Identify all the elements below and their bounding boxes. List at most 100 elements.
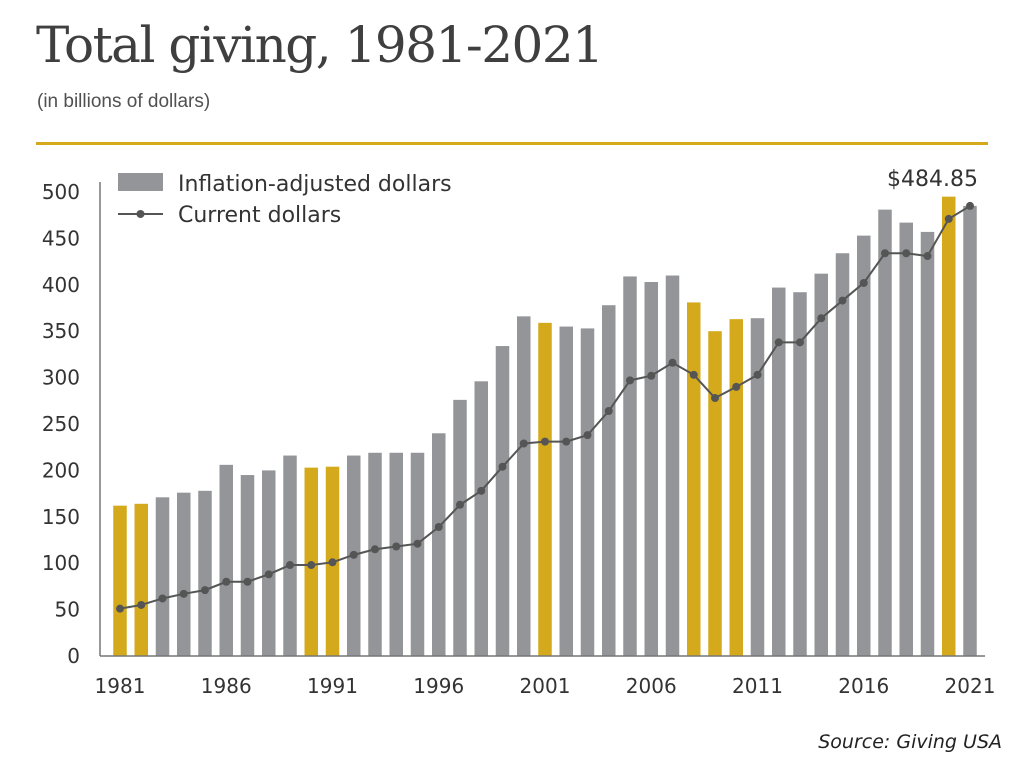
bar (665, 275, 680, 656)
bar (580, 328, 595, 656)
y-axis: 0 50 100 150 200 250 300 350 400 450 500 (42, 180, 80, 668)
line-point (243, 577, 252, 586)
y-tick-label: 0 (67, 644, 80, 668)
line-point (392, 542, 401, 551)
y-tick-label: 300 (42, 366, 80, 390)
line-point (349, 550, 358, 559)
y-tick-label: 200 (42, 458, 80, 482)
line-point (881, 249, 889, 258)
bar (177, 492, 191, 656)
line-point (286, 561, 294, 570)
line-point (179, 589, 188, 598)
source-note: Source: Giving USA (818, 731, 1002, 753)
line-point (519, 439, 528, 448)
legend-swatch-dot (136, 210, 145, 218)
x-tick-label: 1986 (201, 674, 252, 698)
bar (772, 287, 786, 656)
line-point (371, 545, 379, 554)
bar (410, 452, 425, 656)
bar (113, 505, 127, 656)
x-tick-label: 2021 (945, 674, 996, 698)
line-point (626, 376, 634, 385)
line-point (902, 249, 911, 258)
bar (368, 452, 382, 656)
peak-value-label: $484.85 (887, 167, 978, 192)
line-point (753, 370, 762, 379)
legend: Inflation-adjusted dollars Current dolla… (118, 172, 452, 228)
x-tick-label: 1991 (307, 674, 358, 698)
line-point (604, 407, 613, 416)
y-tick-label: 250 (42, 412, 80, 436)
y-tick-label: 500 (42, 180, 80, 204)
line-point (541, 437, 549, 446)
legend-label-inflation: Inflation-adjusted dollars (178, 172, 452, 197)
bar (240, 475, 255, 656)
line-point (222, 577, 231, 586)
chart-subtitle: (in billions of dollars) (37, 91, 211, 112)
bar (857, 235, 871, 656)
line-point (689, 370, 698, 379)
x-tick-label: 1996 (413, 674, 464, 698)
bar (687, 302, 701, 656)
line-point (477, 486, 486, 495)
bar (729, 319, 743, 656)
bar (750, 318, 765, 656)
bar (134, 503, 148, 656)
bar (623, 276, 637, 656)
line-point (838, 296, 847, 305)
line-point (456, 500, 464, 509)
line-point (158, 594, 167, 603)
x-tick-label: 2006 (626, 674, 677, 698)
line-point (201, 586, 209, 595)
bar (602, 305, 616, 656)
y-tick-label: 400 (42, 273, 80, 297)
bar (942, 196, 956, 656)
bar (283, 455, 297, 656)
bar (219, 464, 233, 656)
bar (708, 331, 722, 656)
bar (432, 433, 446, 656)
title-divider (36, 142, 988, 145)
line-point (328, 558, 337, 567)
bar (198, 490, 212, 656)
y-tick-label: 150 (42, 505, 80, 529)
chart-title: Total giving, 1981-2021 (36, 16, 604, 74)
bar (538, 322, 552, 656)
bar (835, 253, 850, 657)
bar (559, 326, 573, 656)
line-point (859, 278, 868, 287)
line-point (116, 604, 124, 613)
bar (793, 292, 807, 656)
y-tick-label: 350 (42, 319, 80, 343)
line-point (966, 201, 974, 210)
x-tick-label: 2011 (732, 674, 783, 698)
line-point (583, 431, 592, 440)
bar (963, 205, 977, 657)
bar (453, 399, 467, 656)
line-point (498, 462, 507, 471)
legend-swatch-bar (118, 173, 163, 191)
bar (262, 470, 276, 656)
bar (899, 222, 913, 656)
line-point (796, 338, 804, 347)
bar (495, 346, 510, 656)
x-axis: 1981 1986 1991 1996 2001 2006 2011 2016 2021 (95, 674, 996, 698)
line-point (307, 561, 316, 570)
bar (814, 273, 828, 656)
line-point (137, 600, 146, 609)
bar (517, 316, 531, 656)
line-point (668, 358, 677, 367)
line-point (711, 394, 719, 403)
line-points (116, 201, 974, 613)
line-point (774, 338, 783, 347)
line-point (647, 371, 656, 380)
y-tick-label: 100 (42, 551, 80, 575)
line-point (562, 437, 571, 446)
y-tick-label: 450 (42, 226, 80, 250)
y-tick-label: 50 (55, 598, 80, 622)
bar (644, 282, 658, 656)
bar (389, 452, 403, 656)
legend-label-current: Current dollars (178, 203, 341, 228)
line-point (817, 314, 826, 323)
